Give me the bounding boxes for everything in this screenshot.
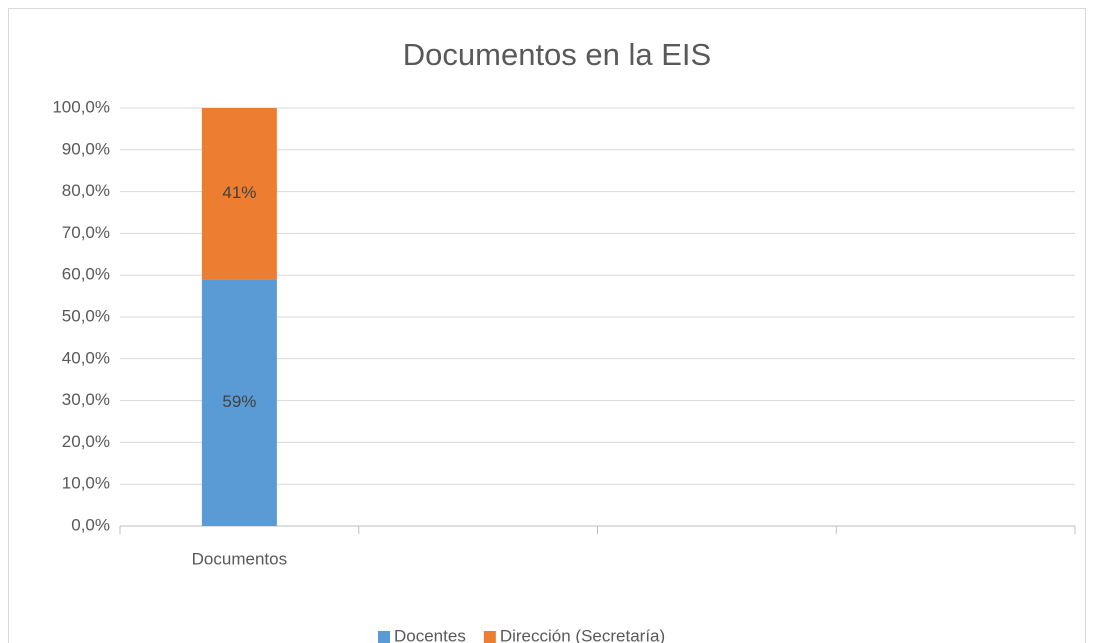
y-tick-label: 100,0%	[52, 97, 110, 116]
chart-frame	[8, 8, 1086, 643]
y-tick-label: 60,0%	[62, 265, 110, 284]
bar-segment	[201, 108, 277, 280]
x-tick-label: Documentos	[192, 549, 287, 568]
data-label: 41%	[222, 183, 256, 202]
chart-title: Documentos en la EIS	[403, 37, 711, 72]
legend-label: Docentes	[394, 626, 466, 643]
legend-swatch	[378, 631, 390, 643]
y-tick-label: 80,0%	[62, 181, 110, 200]
y-tick-label: 10,0%	[62, 474, 110, 493]
legend-label: Dirección (Secretaría)	[500, 626, 665, 643]
y-tick-label: 20,0%	[62, 432, 110, 451]
y-tick-label: 30,0%	[62, 390, 110, 409]
y-tick-label: 90,0%	[62, 139, 110, 158]
legend-swatch	[483, 631, 496, 643]
bar-segment	[201, 279, 277, 526]
y-tick-label: 70,0%	[62, 223, 110, 242]
y-tick-label: 0,0%	[71, 515, 110, 534]
data-label: 59%	[222, 392, 256, 411]
y-tick-label: 50,0%	[62, 306, 110, 325]
y-tick-label: 40,0%	[62, 348, 110, 367]
